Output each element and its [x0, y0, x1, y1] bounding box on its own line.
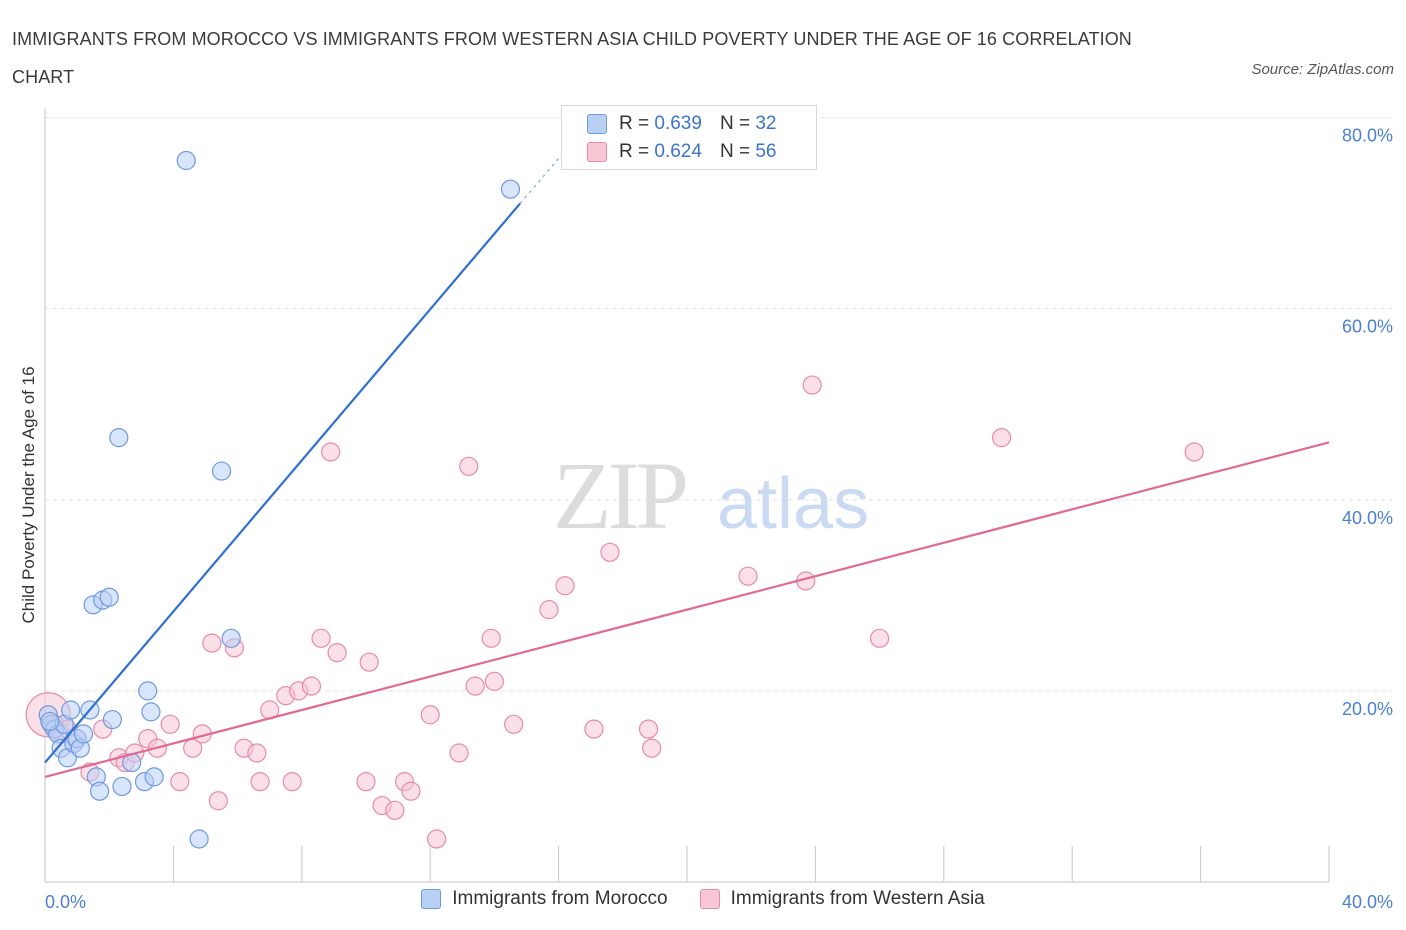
morocco-point[interactable]	[500, 179, 521, 199]
morocco-points	[38, 150, 521, 849]
legend-row-western-asia: R = 0.624 N = 56	[587, 138, 776, 166]
western-asia-point[interactable]	[584, 719, 604, 739]
western-asia-point[interactable]	[504, 714, 524, 734]
legend-r-label: R =	[619, 141, 650, 162]
western-asia-point[interactable]	[356, 772, 376, 792]
morocco-point[interactable]	[141, 702, 161, 722]
chart-title: IMMIGRANTS FROM MOROCCO VS IMMIGRANTS FR…	[12, 29, 1132, 87]
western-asia-point[interactable]	[247, 743, 267, 763]
x-tick-label-min: 0.0%	[45, 892, 86, 912]
morocco-swatch	[587, 114, 607, 134]
western-asia-swatch	[587, 142, 607, 162]
western-asia-point[interactable]	[282, 772, 302, 792]
legend-r-label: R =	[619, 113, 650, 134]
western-asia-point[interactable]	[465, 676, 485, 696]
morocco-point[interactable]	[109, 428, 129, 448]
western-asia-point[interactable]	[638, 719, 659, 739]
western-asia-point[interactable]	[359, 652, 379, 672]
western-asia-point[interactable]	[642, 738, 662, 758]
western-asia-point[interactable]	[484, 671, 504, 691]
grid-lines	[45, 117, 1392, 692]
western-asia-point[interactable]	[170, 772, 190, 792]
western-asia-point[interactable]	[321, 442, 341, 462]
western-asia-point[interactable]	[459, 456, 479, 476]
morocco-point[interactable]	[189, 829, 209, 849]
western-asia-point[interactable]	[420, 705, 440, 725]
legend-n-label: N =	[719, 113, 751, 134]
source-label: Source: ZipAtlas.com	[1251, 61, 1394, 78]
western-asia-point[interactable]	[600, 542, 620, 562]
legend-r-value: 0.624	[654, 141, 702, 162]
watermark-zip: ZIP	[553, 442, 686, 549]
morocco-point[interactable]	[73, 724, 94, 744]
legend-item-morocco[interactable]: Immigrants from Morocco	[421, 888, 668, 910]
y-tick-labels: 20.0% 40.0% 60.0% 80.0%	[1342, 126, 1393, 719]
morocco-swatch	[421, 889, 442, 909]
y-axis-label: Child Poverty Under the Age of 16	[19, 366, 38, 623]
morocco-point[interactable]	[221, 628, 241, 648]
western-asia-point[interactable]	[555, 576, 575, 596]
western-asia-point[interactable]	[802, 375, 822, 395]
western-asia-point[interactable]	[869, 628, 890, 648]
western-asia-swatch	[699, 889, 720, 909]
western-asia-point[interactable]	[311, 628, 331, 648]
watermark: ZIP atlas	[553, 442, 869, 549]
legend-n-value: 32	[755, 113, 777, 134]
series-legend: Immigrants from Morocco Immigrants from …	[0, 888, 1406, 910]
western-asia-point[interactable]	[1184, 442, 1204, 462]
western-asia-trend-line	[44, 441, 1330, 778]
watermark-atlas: atlas	[717, 464, 869, 544]
morocco-point[interactable]	[89, 781, 110, 801]
western-asia-point[interactable]	[991, 428, 1012, 448]
x-tick-label-max: 40.0%	[1342, 892, 1393, 912]
western-asia-point[interactable]	[250, 772, 270, 792]
western-asia-point[interactable]	[427, 829, 447, 849]
axes	[44, 108, 1329, 883]
western-asia-point[interactable]	[202, 633, 222, 653]
y-tick-label-40: 40.0%	[1342, 508, 1393, 528]
western-asia-point[interactable]	[738, 566, 758, 586]
stats-legend: R = 0.639 N = 32 R = 0.624 N = 56	[561, 105, 817, 170]
morocco-point[interactable]	[99, 587, 119, 607]
legend-row-morocco: R = 0.639 N = 32	[587, 110, 776, 138]
morocco-point[interactable]	[61, 700, 81, 720]
western-asia-point[interactable]	[401, 781, 421, 801]
legend-label-western-asia: Immigrants from Western Asia	[730, 888, 985, 909]
y-tick-label-80: 80.0%	[1342, 126, 1393, 146]
legend-n-label: N =	[719, 141, 751, 162]
western-asia-point[interactable]	[539, 600, 559, 620]
western-asia-point[interactable]	[385, 800, 405, 820]
morocco-point[interactable]	[211, 461, 232, 481]
trend-lines	[44, 150, 1330, 778]
western-asia-point[interactable]	[481, 628, 501, 648]
western-asia-point[interactable]	[160, 714, 180, 734]
y-tick-label-60: 60.0%	[1342, 317, 1393, 337]
morocco-point[interactable]	[138, 681, 158, 701]
western-asia-point[interactable]	[208, 791, 228, 811]
morocco-point[interactable]	[144, 767, 164, 787]
western-asia-point[interactable]	[449, 743, 469, 763]
morocco-point[interactable]	[176, 150, 196, 171]
legend-r-value: 0.639	[654, 113, 702, 134]
morocco-point[interactable]	[102, 709, 123, 730]
legend-item-western-asia[interactable]: Immigrants from Western Asia	[699, 888, 985, 910]
morocco-trend-extension	[519, 150, 566, 204]
morocco-trend-line	[44, 202, 521, 764]
legend-label-morocco: Immigrants from Morocco	[452, 888, 668, 909]
x-ticks	[44, 846, 1330, 882]
legend-n-value: 56	[755, 141, 777, 162]
morocco-point[interactable]	[112, 776, 132, 797]
western-asia-point[interactable]	[301, 676, 322, 696]
morocco-point[interactable]	[40, 711, 60, 732]
western-asia-point[interactable]	[327, 643, 347, 663]
y-tick-label-20: 20.0%	[1342, 699, 1393, 719]
